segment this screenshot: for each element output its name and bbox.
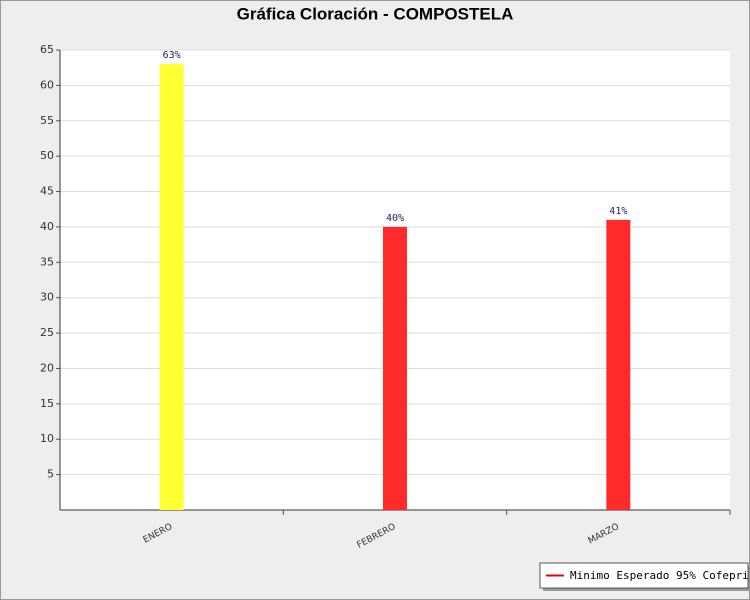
y-tick-label: 45 — [40, 185, 54, 198]
y-tick-label: 10 — [40, 432, 54, 445]
legend-box — [539, 562, 749, 589]
y-tick-label: 55 — [40, 114, 54, 127]
y-tick-label: 5 — [47, 468, 54, 481]
legend-label: Minimo Esperado 95% Cofepris — [570, 569, 750, 582]
y-tick-label: 35 — [40, 255, 54, 268]
value-label: 41% — [609, 206, 627, 217]
y-tick-label: 30 — [40, 291, 54, 304]
y-tick-label: 20 — [40, 361, 54, 374]
y-tick-label: 65 — [40, 43, 54, 56]
bar — [383, 226, 407, 510]
bar — [159, 64, 184, 511]
y-tick-label: 40 — [40, 220, 54, 233]
value-label: 63% — [163, 50, 181, 61]
chart-title: Gráfica Cloración - COMPOSTELA — [237, 4, 514, 23]
value-label: 40% — [386, 213, 404, 224]
y-tick-label: 60 — [40, 78, 54, 91]
bar — [606, 219, 631, 510]
y-tick-label: 25 — [40, 326, 54, 339]
y-tick-label: 15 — [40, 397, 54, 410]
y-tick-label: 50 — [40, 149, 54, 162]
